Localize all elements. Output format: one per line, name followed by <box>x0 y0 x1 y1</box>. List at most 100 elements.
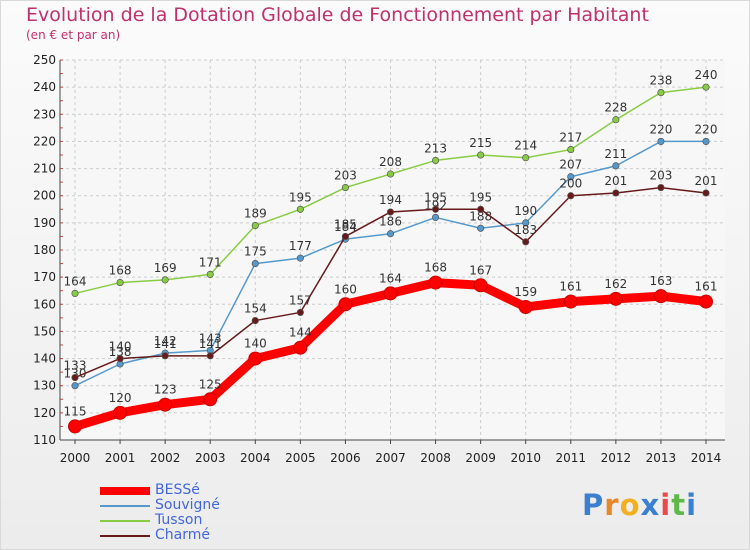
data-point <box>612 162 620 170</box>
data-point <box>477 205 485 213</box>
data-label: 159 <box>514 285 537 299</box>
x-tick-label: 2011 <box>556 451 587 465</box>
data-label: 143 <box>199 331 222 345</box>
data-label: 169 <box>154 261 177 275</box>
legend-swatch <box>100 535 150 537</box>
x-tick-label: 2006 <box>330 451 361 465</box>
data-point <box>383 286 398 301</box>
data-label: 138 <box>109 345 132 359</box>
data-point <box>657 89 665 97</box>
data-point <box>206 352 214 360</box>
brand-letter: P <box>582 488 605 522</box>
data-label: 164 <box>379 271 402 285</box>
data-label: 189 <box>244 207 267 221</box>
chart-subtitle: (en € et par an) <box>26 28 121 42</box>
y-tick-label: 240 <box>33 80 56 94</box>
data-label: 161 <box>695 280 718 294</box>
data-point <box>702 137 710 145</box>
data-point <box>657 184 665 192</box>
data-label: 133 <box>64 359 87 373</box>
x-tick-label: 2003 <box>195 451 226 465</box>
legend-label: Charmé <box>155 527 210 543</box>
data-label: 220 <box>649 122 672 136</box>
data-point <box>296 254 304 262</box>
brand-logo: Proxiti <box>582 488 697 522</box>
data-label: 162 <box>604 277 627 291</box>
x-tick-label: 2002 <box>150 451 181 465</box>
data-point <box>206 270 214 278</box>
data-label: 185 <box>334 217 357 231</box>
data-point <box>563 294 578 309</box>
data-point <box>71 374 79 382</box>
y-tick-label: 160 <box>33 297 56 311</box>
data-label: 183 <box>514 223 537 237</box>
legend-label: BESSé <box>155 482 200 498</box>
y-tick-label: 200 <box>33 189 56 203</box>
data-point <box>203 392 218 407</box>
y-tick-label: 120 <box>33 406 56 420</box>
data-point <box>702 83 710 91</box>
data-point <box>612 116 620 124</box>
data-label: 194 <box>379 193 402 207</box>
y-tick-label: 110 <box>33 433 56 447</box>
data-label: 141 <box>199 337 222 351</box>
data-label: 186 <box>379 215 402 229</box>
brand-letter: o <box>619 488 641 522</box>
data-label: 175 <box>244 245 267 259</box>
data-label: 214 <box>514 139 537 153</box>
data-point <box>251 260 259 268</box>
data-label: 168 <box>424 261 447 275</box>
data-label: 120 <box>109 391 132 405</box>
data-label: 240 <box>695 68 718 82</box>
data-point <box>477 151 485 159</box>
legend-label: Tusson <box>155 512 203 528</box>
y-tick-label: 170 <box>33 270 56 284</box>
data-label: 141 <box>154 337 177 351</box>
data-point <box>248 351 263 366</box>
data-label: 211 <box>604 147 627 161</box>
data-point <box>296 205 304 213</box>
data-point <box>386 208 395 216</box>
data-point <box>341 232 349 240</box>
legend-swatch <box>100 487 150 495</box>
data-label: 207 <box>559 158 582 172</box>
data-label: 195 <box>469 190 492 204</box>
brand-letter: r <box>604 488 620 522</box>
data-label: 228 <box>604 101 627 115</box>
data-label: 203 <box>649 169 672 183</box>
data-label: 217 <box>559 131 582 145</box>
data-label: 130 <box>64 367 87 381</box>
legend-label: Souvigné <box>155 497 220 513</box>
chart-title: Evolution de la Dotation Globale de Fonc… <box>26 4 649 26</box>
x-tick-label: 2012 <box>601 451 632 465</box>
data-label: 167 <box>469 263 492 277</box>
data-label: 190 <box>514 204 537 218</box>
data-point <box>116 355 124 363</box>
data-label: 177 <box>289 239 312 253</box>
x-tick-label: 2008 <box>420 451 451 465</box>
data-point <box>432 213 440 221</box>
data-point <box>428 275 443 290</box>
line-chart: 110 120 130 140 150 160 170 180 190 200 210 220 230 2… <box>33 53 725 465</box>
x-tick-label: 2004 <box>240 451 271 465</box>
data-label: 201 <box>695 174 718 188</box>
data-point <box>518 300 533 314</box>
data-point <box>608 291 623 306</box>
y-tick-label: 130 <box>33 379 56 393</box>
data-point <box>522 154 530 162</box>
data-point <box>251 222 259 230</box>
x-tick-label: 2014 <box>691 451 722 465</box>
x-tick-label: 2013 <box>646 451 677 465</box>
data-label: 215 <box>469 136 492 150</box>
data-label: 140 <box>244 337 267 351</box>
data-point <box>296 308 304 316</box>
data-point <box>432 205 440 213</box>
data-point <box>68 419 82 434</box>
data-label: 208 <box>379 155 402 169</box>
data-point <box>71 289 79 297</box>
data-label: 163 <box>649 274 672 288</box>
data-point <box>477 224 485 232</box>
legend-swatch <box>100 520 150 522</box>
data-label: 160 <box>334 282 357 296</box>
data-point <box>161 276 169 284</box>
